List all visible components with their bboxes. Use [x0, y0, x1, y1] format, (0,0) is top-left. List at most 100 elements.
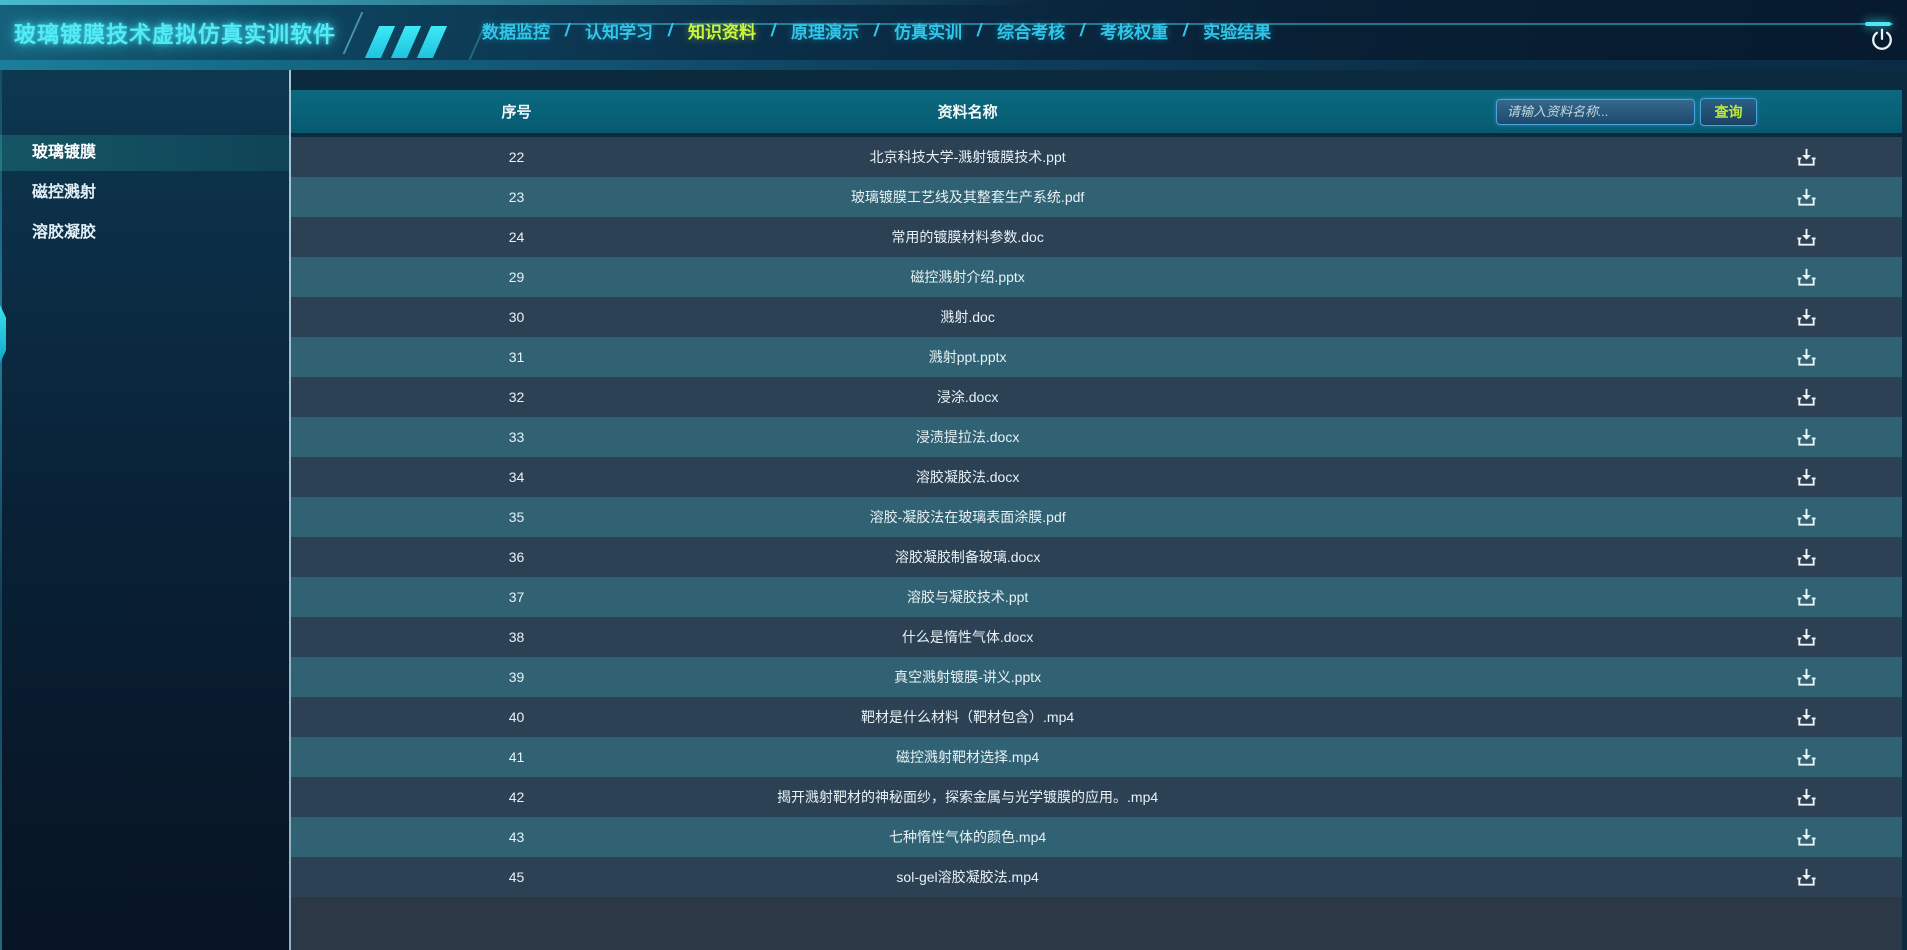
sidebar-category-label: 玻璃镀膜 [32, 144, 97, 161]
table-row: 22 北京科技大学-溅射镀膜技术.ppt [291, 137, 1902, 177]
download-icon [1797, 788, 1816, 806]
download-button[interactable] [1795, 866, 1818, 889]
download-button[interactable] [1795, 426, 1818, 449]
row-id: 43 [508, 829, 525, 845]
row-id: 34 [508, 469, 525, 485]
download-icon [1797, 868, 1816, 886]
sidebar-category-label: 磁控溅射 [32, 184, 97, 201]
download-icon [1797, 188, 1816, 206]
row-actions [1193, 386, 1902, 409]
table-header-row: 序号 资料名称 查询 [291, 90, 1902, 133]
nav-tab-label: 仿真实训 [894, 22, 963, 42]
stripe-icon [390, 26, 422, 58]
row-actions [1193, 746, 1902, 769]
table-row: 41 磁控溅射靶材选择.mp4 [291, 737, 1902, 777]
table-row: 23 玻璃镀膜工艺线及其整套生产系统.pdf [291, 177, 1902, 217]
row-id: 32 [508, 389, 525, 405]
table-row: 32 浸涂.docx [291, 377, 1902, 417]
download-button[interactable] [1795, 586, 1818, 609]
table-row: 33 浸渍提拉法.docx [291, 417, 1902, 457]
row-name: 溶胶-凝胶法在玻璃表面涂膜.pdf [869, 509, 1066, 525]
stripe-icon [364, 26, 396, 58]
row-actions [1193, 466, 1902, 489]
download-button[interactable] [1795, 786, 1818, 809]
nav-tab[interactable]: 综合考核 / [997, 18, 1100, 43]
row-id: 39 [508, 669, 525, 685]
row-id: 36 [508, 549, 525, 565]
download-button[interactable] [1795, 666, 1818, 689]
nav-tab[interactable]: 知识资料 / [688, 18, 791, 43]
nav-tab[interactable]: 实验结果 / [1203, 18, 1271, 43]
row-name: 溶胶凝胶法.docx [915, 469, 1020, 485]
download-button[interactable] [1795, 386, 1818, 409]
download-icon [1797, 708, 1816, 726]
download-button[interactable] [1795, 466, 1818, 489]
row-actions [1193, 666, 1902, 689]
download-button[interactable] [1795, 186, 1818, 209]
sidebar-category-item[interactable]: 溶胶凝胶 [0, 215, 289, 251]
table-row: 37 溶胶与凝胶技术.ppt [291, 577, 1902, 617]
sidebar-category-item[interactable]: 磁控溅射 [0, 175, 289, 211]
nav-separator: / [1181, 19, 1190, 40]
download-button[interactable] [1795, 226, 1818, 249]
sidebar-divider [289, 70, 291, 950]
nav-separator: / [769, 19, 778, 40]
row-id: 29 [508, 269, 525, 285]
download-icon [1797, 308, 1816, 326]
download-button[interactable] [1795, 346, 1818, 369]
row-id: 35 [508, 509, 525, 525]
download-icon [1797, 428, 1816, 446]
download-icon [1797, 828, 1816, 846]
header-sub-strip [0, 60, 1907, 70]
row-id: 33 [508, 429, 525, 445]
table-row: 42 揭开溅射靶材的神秘面纱，探索金属与光学镀膜的应用。.mp4 [291, 777, 1902, 817]
row-name: 磁控溅射靶材选择.mp4 [896, 749, 1040, 765]
sidebar-accent-glow [0, 305, 6, 363]
download-button[interactable] [1795, 146, 1818, 169]
download-button[interactable] [1795, 506, 1818, 529]
download-icon [1797, 548, 1816, 566]
download-icon [1797, 468, 1816, 486]
row-name: 真空溅射镀膜-讲义.pptx [894, 669, 1042, 685]
download-button[interactable] [1795, 826, 1818, 849]
sidebar-category-item[interactable]: 玻璃镀膜 [0, 135, 289, 171]
row-name: 揭开溅射靶材的神秘面纱，探索金属与光学镀膜的应用。.mp4 [777, 789, 1159, 805]
download-icon [1797, 148, 1816, 166]
nav-separator: / [563, 19, 572, 40]
download-button[interactable] [1795, 706, 1818, 729]
download-button[interactable] [1795, 746, 1818, 769]
content-area: 序号 资料名称 查询 22 北京科技大学-溅射镀膜技术.ppt [291, 70, 1907, 950]
download-icon [1797, 388, 1816, 406]
download-button[interactable] [1795, 266, 1818, 289]
row-actions [1193, 626, 1902, 649]
download-button[interactable] [1795, 546, 1818, 569]
nav-tab[interactable]: 数据监控 / [482, 18, 585, 43]
row-name: 什么是惰性气体.docx [901, 629, 1034, 645]
query-button[interactable]: 查询 [1700, 97, 1757, 126]
row-actions [1193, 426, 1902, 449]
download-button[interactable] [1795, 306, 1818, 329]
nav-tab[interactable]: 仿真实训 / [894, 18, 997, 43]
row-name: 常用的镀膜材料参数.doc [891, 229, 1044, 245]
download-button[interactable] [1795, 626, 1818, 649]
nav-panel-outline [500, 22, 1893, 61]
nav-separator: / [666, 19, 675, 40]
nav-tab-label: 实验结果 [1203, 22, 1272, 42]
nav-tab[interactable]: 认知学习 / [585, 18, 688, 43]
table-row: 29 磁控溅射介绍.pptx [291, 257, 1902, 297]
row-id: 31 [508, 349, 525, 365]
table-body: 22 北京科技大学-溅射镀膜技术.ppt 23 玻璃镀膜工艺线 [291, 137, 1902, 950]
nav-tab[interactable]: 原理演示 / [791, 18, 894, 43]
nav-tab[interactable]: 考核权重 / [1100, 18, 1203, 43]
row-name: 溶胶凝胶制备玻璃.docx [894, 549, 1041, 565]
search-input[interactable] [1496, 98, 1695, 125]
table-row: 39 真空溅射镀膜-讲义.pptx [291, 657, 1902, 697]
row-actions [1193, 306, 1902, 329]
row-actions [1193, 346, 1902, 369]
row-actions [1193, 546, 1902, 569]
table-row: 40 靶材是什么材料（靶材包含）.mp4 [291, 697, 1902, 737]
power-button[interactable] [1869, 27, 1895, 53]
row-id: 22 [508, 149, 525, 165]
main-navigation: 数据监控 / 认知学习 / 知识资料 / 原理演示 / 仿真实训 / [482, 0, 1271, 60]
row-name: 玻璃镀膜工艺线及其整套生产系统.pdf [850, 189, 1085, 205]
